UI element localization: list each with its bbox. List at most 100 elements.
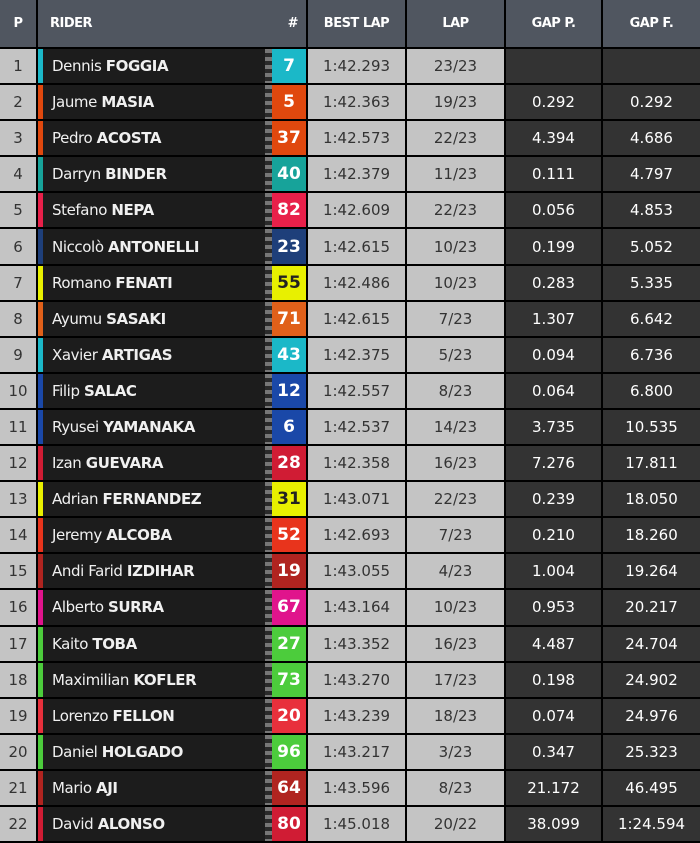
header-best-lap: BEST LAP bbox=[308, 0, 407, 47]
rider-cell: Lorenzo FELLON 20 bbox=[38, 698, 308, 733]
gap-first-cell: 18.260 bbox=[603, 518, 700, 553]
rider-number-badge: 27 bbox=[272, 626, 306, 661]
lap-cell: 16/23 bbox=[407, 446, 506, 481]
rider-name: Lorenzo FELLON bbox=[43, 707, 265, 725]
gap-first-cell: 46.495 bbox=[603, 770, 700, 805]
gap-first-cell: 6.642 bbox=[603, 301, 700, 336]
table-row[interactable]: 16 Alberto SURRA 67 1:43.164 10/23 0.953… bbox=[0, 590, 700, 627]
gap-first-cell: 5.052 bbox=[603, 229, 700, 264]
position-cell: 2 bbox=[0, 85, 38, 120]
table-row[interactable]: 13 Adrian FERNANDEZ 31 1:43.071 22/23 0.… bbox=[0, 482, 700, 519]
team-color-stripe bbox=[38, 301, 43, 336]
table-row[interactable]: 15 Andi Farid IZDIHAR 19 1:43.055 4/23 1… bbox=[0, 554, 700, 591]
gap-previous-cell: 0.056 bbox=[506, 193, 603, 228]
gap-previous-cell: 4.487 bbox=[506, 626, 603, 661]
gap-first-cell: 6.800 bbox=[603, 373, 700, 408]
header-position: P bbox=[0, 0, 38, 47]
table-row[interactable]: 6 Niccolò ANTONELLI 23 1:42.615 10/23 0.… bbox=[0, 229, 700, 266]
position-cell: 22 bbox=[0, 806, 38, 842]
team-color-stripe bbox=[38, 85, 43, 120]
best-lap-cell: 1:43.270 bbox=[308, 662, 407, 697]
table-row[interactable]: 14 Jeremy ALCOBA 52 1:42.693 7/23 0.210 … bbox=[0, 518, 700, 555]
checkered-flag-pattern bbox=[265, 85, 272, 120]
gap-previous-cell: 0.111 bbox=[506, 157, 603, 192]
rider-name: Jeremy ALCOBA bbox=[43, 526, 265, 544]
checkered-flag-pattern bbox=[265, 193, 272, 228]
checkered-flag-pattern bbox=[265, 734, 272, 769]
rider-number-badge: 31 bbox=[272, 482, 306, 517]
table-row[interactable]: 9 Xavier ARTIGAS 43 1:42.375 5/23 0.094 … bbox=[0, 337, 700, 374]
lap-cell: 10/23 bbox=[407, 265, 506, 300]
checkered-flag-pattern bbox=[265, 49, 272, 84]
gap-previous-cell: 0.239 bbox=[506, 482, 603, 517]
table-row[interactable]: 18 Maximilian KOFLER 73 1:43.270 17/23 0… bbox=[0, 662, 700, 699]
best-lap-cell: 1:42.363 bbox=[308, 85, 407, 120]
rider-name: Jaume MASIA bbox=[43, 93, 265, 111]
checkered-flag-pattern bbox=[265, 229, 272, 264]
rider-number-badge: 71 bbox=[272, 301, 306, 336]
checkered-flag-pattern bbox=[265, 482, 272, 517]
lap-cell: 10/23 bbox=[407, 590, 506, 625]
rider-number-badge: 19 bbox=[272, 554, 306, 589]
rider-name: Daniel HOLGADO bbox=[43, 743, 265, 761]
checkered-flag-pattern bbox=[265, 518, 272, 553]
rider-last-name: ANTONELLI bbox=[107, 237, 200, 256]
table-row[interactable]: 5 Stefano NEPA 82 1:42.609 22/23 0.056 4… bbox=[0, 193, 700, 230]
table-row[interactable]: 17 Kaito TOBA 27 1:43.352 16/23 4.487 24… bbox=[0, 626, 700, 663]
gap-first-cell: 4.797 bbox=[603, 157, 700, 192]
rider-cell: Dennis FOGGIA 7 bbox=[38, 49, 308, 84]
best-lap-cell: 1:43.239 bbox=[308, 698, 407, 733]
table-row[interactable]: 8 Ayumu SASAKI 71 1:42.615 7/23 1.307 6.… bbox=[0, 301, 700, 338]
rider-first-name: Ayumu bbox=[52, 309, 102, 328]
table-row[interactable]: 20 Daniel HOLGADO 96 1:43.217 3/23 0.347… bbox=[0, 734, 700, 771]
rider-first-name: Ryusei bbox=[52, 417, 99, 436]
position-cell: 11 bbox=[0, 409, 38, 445]
rider-name: Andi Farid IZDIHAR bbox=[43, 562, 265, 580]
checkered-flag-pattern bbox=[265, 265, 272, 300]
table-row[interactable]: 12 Izan GUEVARA 28 1:42.358 16/23 7.276 … bbox=[0, 446, 700, 483]
team-color-stripe bbox=[38, 626, 43, 661]
table-row[interactable]: 1 Dennis FOGGIA 7 1:42.293 23/23 bbox=[0, 49, 700, 86]
rider-cell: Jeremy ALCOBA 52 bbox=[38, 518, 308, 553]
rider-last-name: FERNANDEZ bbox=[102, 490, 202, 509]
team-color-stripe bbox=[38, 446, 43, 481]
gap-first-cell: 4.853 bbox=[603, 193, 700, 228]
rider-number-badge: 37 bbox=[272, 121, 306, 156]
table-row[interactable]: 21 Mario AJI 64 1:43.596 8/23 21.172 46.… bbox=[0, 770, 700, 807]
rider-last-name: ARTIGAS bbox=[101, 345, 173, 364]
gap-first-cell: 24.976 bbox=[603, 698, 700, 733]
table-row[interactable]: 10 Filip SALAC 12 1:42.557 8/23 0.064 6.… bbox=[0, 373, 700, 410]
table-row[interactable]: 3 Pedro ACOSTA 37 1:42.573 22/23 4.394 4… bbox=[0, 121, 700, 158]
table-row[interactable]: 11 Ryusei YAMANAKA 6 1:42.537 14/23 3.73… bbox=[0, 409, 700, 447]
gap-previous-cell: 38.099 bbox=[506, 806, 603, 842]
position-cell: 9 bbox=[0, 337, 38, 372]
gap-first-cell: 24.704 bbox=[603, 626, 700, 661]
checkered-flag-pattern bbox=[265, 770, 272, 805]
table-row[interactable]: 19 Lorenzo FELLON 20 1:43.239 18/23 0.07… bbox=[0, 698, 700, 735]
best-lap-cell: 1:42.375 bbox=[308, 337, 407, 372]
lap-cell: 7/23 bbox=[407, 518, 506, 553]
table-row[interactable]: 2 Jaume MASIA 5 1:42.363 19/23 0.292 0.2… bbox=[0, 85, 700, 122]
table-row[interactable]: 7 Romano FENATI 55 1:42.486 10/23 0.283 … bbox=[0, 265, 700, 302]
checkered-flag-pattern bbox=[265, 554, 272, 589]
rider-number-badge: 40 bbox=[272, 157, 306, 192]
position-cell: 19 bbox=[0, 698, 38, 733]
gap-previous-cell: 4.394 bbox=[506, 121, 603, 156]
rider-last-name: ALCOBA bbox=[106, 526, 172, 545]
rider-name: Adrian FERNANDEZ bbox=[43, 490, 265, 508]
rider-number-badge: 28 bbox=[272, 446, 306, 481]
lap-cell: 8/23 bbox=[407, 770, 506, 805]
table-row[interactable]: 22 David ALONSO 80 1:45.018 20/22 38.099… bbox=[0, 806, 700, 843]
rider-name: Maximilian KOFLER bbox=[43, 671, 265, 689]
rider-name: Stefano NEPA bbox=[43, 201, 265, 219]
best-lap-cell: 1:42.358 bbox=[308, 446, 407, 481]
table-row[interactable]: 4 Darryn BINDER 40 1:42.379 11/23 0.111 … bbox=[0, 157, 700, 194]
header-rider-label: RIDER bbox=[50, 16, 93, 31]
gap-first-cell bbox=[603, 49, 700, 84]
lap-cell: 5/23 bbox=[407, 337, 506, 372]
gap-first-cell: 20.217 bbox=[603, 590, 700, 625]
gap-first-cell: 0.292 bbox=[603, 85, 700, 120]
rider-last-name: MASIA bbox=[101, 93, 154, 112]
rider-name: Ryusei YAMANAKA bbox=[43, 418, 265, 436]
rider-cell: Alberto SURRA 67 bbox=[38, 590, 308, 625]
